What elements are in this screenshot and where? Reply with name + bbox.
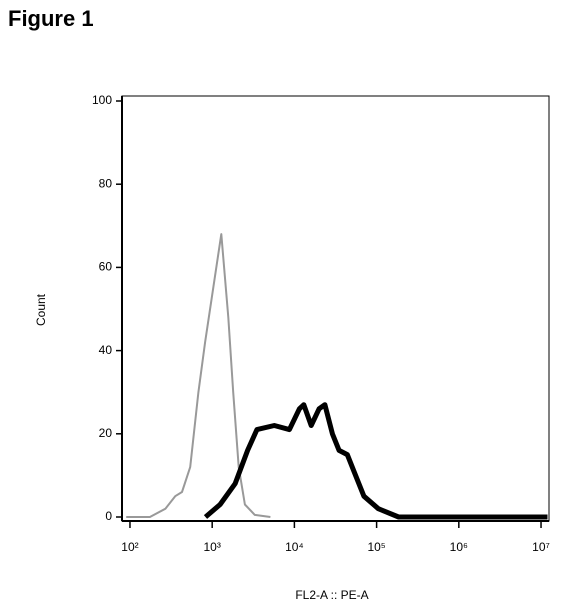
x-tick-label: 10⁴ <box>285 540 304 554</box>
y-tick-label: 100 <box>92 93 112 107</box>
y-axis-label: Count <box>34 293 48 326</box>
x-tick-label: 10³ <box>204 540 221 554</box>
y-tick-label: 0 <box>105 509 112 523</box>
histogram-line <box>203 402 548 520</box>
x-axis-label: FL2-A :: PE-A <box>295 588 368 602</box>
y-tick-label: 40 <box>99 343 113 357</box>
x-tick-label: 10² <box>121 540 138 554</box>
chart-title: Figure 1 <box>8 6 94 31</box>
plot-frame <box>121 95 550 522</box>
y-tick-label: 80 <box>99 176 113 190</box>
y-tick-label: 20 <box>99 426 113 440</box>
x-tick-label: 10⁵ <box>367 540 385 554</box>
histogram-line <box>126 233 271 518</box>
y-tick-label: 60 <box>99 260 113 274</box>
x-tick-label: 10⁷ <box>532 540 550 554</box>
x-tick-label: 10⁶ <box>450 540 468 554</box>
